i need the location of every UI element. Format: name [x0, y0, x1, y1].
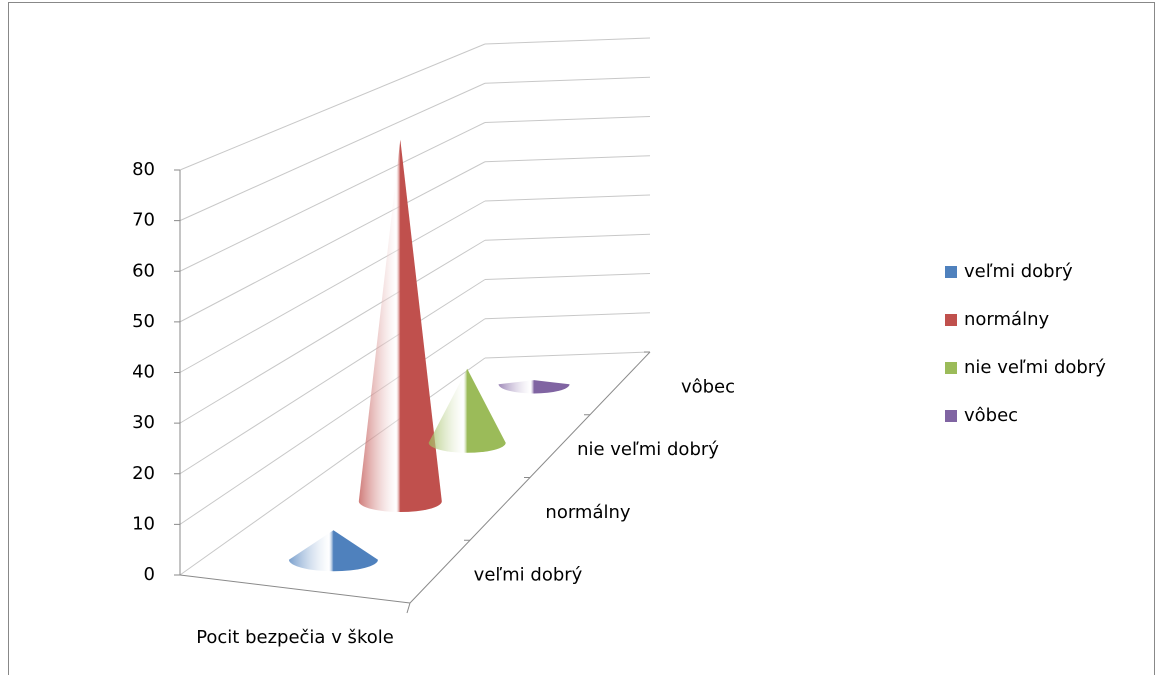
grid-line — [484, 273, 651, 280]
grid-line — [179, 82, 486, 222]
legend-label: nie veľmi dobrý — [964, 357, 1106, 378]
cone-body — [358, 139, 442, 513]
y-tick-label: 0 — [144, 564, 155, 585]
grid-line — [484, 351, 651, 359]
floor-edge — [179, 574, 411, 604]
x-tick-label: normálny — [545, 502, 630, 523]
x-tick-label: veľmi dobrý — [474, 565, 583, 586]
x-tick-label: vôbec — [681, 376, 735, 397]
y-tick-label: 10 — [132, 513, 155, 534]
legend-swatch — [945, 410, 957, 422]
chart-frame — [8, 2, 1155, 675]
legend-swatch — [945, 266, 957, 278]
grid-line — [179, 161, 486, 323]
cone-body — [498, 380, 570, 394]
y-tick-label: 80 — [132, 159, 155, 180]
legend-label: normálny — [964, 309, 1049, 330]
y-tick-label: 60 — [132, 260, 155, 281]
grid-line — [179, 357, 486, 576]
grid-line — [484, 76, 651, 84]
grid-line — [179, 122, 486, 272]
y-tick-label: 40 — [132, 362, 155, 383]
grid-line — [484, 116, 651, 123]
grid-line — [179, 239, 486, 424]
grid-line — [484, 233, 651, 241]
grid-line — [484, 312, 651, 320]
grid-line — [484, 155, 651, 163]
grid-line — [484, 194, 651, 202]
cone-body — [288, 530, 378, 572]
x-tick-label: nie veľmi dobrý — [577, 439, 719, 460]
legend-label: vôbec — [964, 405, 1018, 426]
floor-edge — [406, 602, 411, 614]
grid-line — [179, 200, 486, 373]
y-tick-label: 20 — [132, 463, 155, 484]
y-tick-label: 70 — [132, 210, 155, 231]
y-tick-label: 30 — [132, 412, 155, 433]
grid-line — [179, 279, 486, 475]
legend-label: veľmi dobrý — [964, 261, 1073, 282]
grid-line — [484, 37, 651, 45]
x-axis-label: Pocit bezpečia v škole — [196, 627, 394, 648]
grid-line — [179, 43, 486, 171]
cone-body — [428, 368, 506, 453]
cone — [498, 380, 570, 394]
grid-line — [179, 318, 486, 525]
cone — [288, 530, 378, 572]
cone — [428, 368, 506, 453]
legend-swatch — [945, 362, 957, 374]
legend-swatch — [945, 314, 957, 326]
y-tick-label: 50 — [132, 311, 155, 332]
cone — [358, 139, 442, 513]
